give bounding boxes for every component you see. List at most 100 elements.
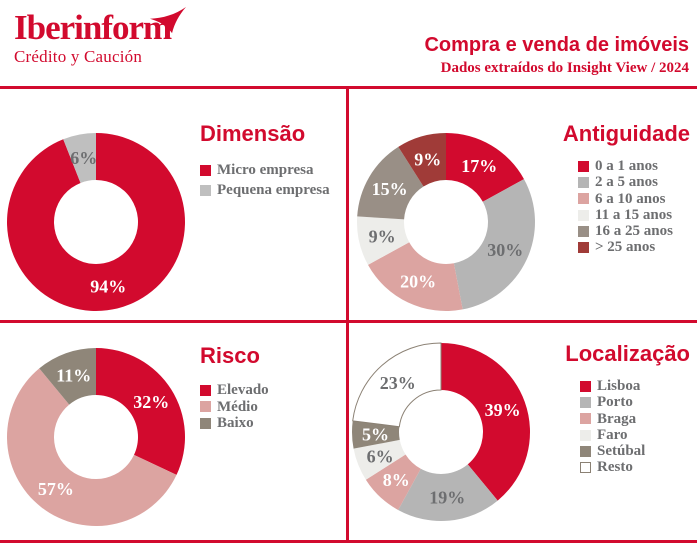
donut-slice-16-a-25-anos	[357, 146, 424, 220]
legend-label-0-a-1-anos: 0 a 1 anos	[595, 158, 658, 174]
legend-swatch-micro-empresa	[200, 164, 211, 176]
bird-icon	[150, 7, 186, 34]
donut-slice-0-a-1-anos	[446, 133, 524, 202]
legend-swatch-braga	[580, 413, 591, 425]
slice-value-label-faro: 6%	[367, 446, 394, 466]
legend-swatch-resto	[580, 462, 591, 474]
donut-chart-dimensao: 94% 6%	[7, 133, 186, 311]
legend-item-braga: Braga	[580, 411, 690, 427]
legend-swatch-25-anos	[578, 242, 589, 254]
legend-label-faro: Faro	[597, 426, 628, 443]
slice-value-label-6-a-10-anos: 20%	[400, 272, 436, 292]
donut-slice-pequena-empresa	[63, 133, 96, 183]
panel-localizacao: Localização Lisboa Porto Braga Faro Setúbal R…	[545, 342, 690, 476]
slice-value-label-2-a-5-anos: 30%	[487, 240, 523, 260]
slice-value-label-braga: 8%	[383, 470, 410, 490]
legend-swatch-set-bal	[580, 445, 591, 457]
legend-item-elevado: Elevado	[200, 382, 348, 399]
report-header: Compra e venda de imóveis Dados extraído…	[424, 34, 689, 77]
legend-label-lisboa: Lisboa	[597, 378, 641, 394]
slice-value-label-pequena-empresa: 6%	[70, 148, 97, 168]
report-subtitle: Dados extraídos do Insight View / 2024	[440, 60, 689, 76]
separator-bottom	[0, 540, 697, 543]
legend-label-m-dio: Médio	[217, 398, 258, 415]
donut-slice-m-dio	[7, 368, 177, 526]
legend-item-pequena-empresa: Pequena empresa	[200, 180, 348, 200]
donut-slice-faro	[353, 439, 406, 480]
slice-value-label-porto: 19%	[429, 488, 465, 508]
legend-item-set-bal: Setúbal	[580, 443, 690, 459]
legend-swatch-porto	[580, 396, 591, 408]
chart-title-localizacao: Localização	[565, 341, 690, 366]
donut-slice-lisboa	[441, 343, 531, 501]
legend-label-porto: Porto	[597, 394, 633, 411]
donut-slice-25-anos	[398, 133, 446, 187]
legend-label-25-anos: > 25 anos	[595, 239, 656, 256]
slice-value-label-set-bal: 5%	[362, 424, 389, 444]
legend-swatch-baixo	[200, 417, 211, 429]
logo-wordmark: Iberinform	[14, 8, 172, 47]
panel-risco: Risco Elevado Médio Baixo	[200, 344, 348, 432]
legend-item-resto: Resto	[580, 459, 690, 475]
legend-item-m-dio: Médio	[200, 399, 348, 416]
slice-value-label-0-a-1-anos: 17%	[461, 156, 497, 176]
legend-swatch-16-a-25-anos	[578, 225, 589, 237]
donut-chart-localizacao: 39% 19% 8% 6%5% 23%	[352, 342, 531, 522]
legend-label-baixo: Baixo	[217, 415, 254, 431]
panel-dimensao: Dimensão Micro empresa Pequena empresa	[200, 122, 348, 200]
slice-value-label-resto: 23%	[380, 373, 416, 393]
legend-label-11-a-15-anos: 11 a 15 anos	[595, 206, 673, 223]
logo-tagline: Crédito y Caución	[14, 47, 143, 66]
donut-slice-set-bal	[352, 420, 400, 449]
legend-label-6-a-10-anos: 6 a 10 anos	[595, 190, 666, 207]
legend-dimensao: Micro empresa Pequena empresa	[200, 160, 348, 200]
donut-slice-6-a-10-anos	[368, 242, 463, 311]
chart-title-antiguidade: Antiguidade	[562, 121, 690, 146]
legend-label-pequena-empresa: Pequena empresa	[217, 182, 330, 198]
slice-value-label-baixo: 11%	[56, 366, 91, 386]
slice-value-label-micro-empresa: 94%	[90, 277, 126, 297]
donut-slice-elevado	[96, 348, 185, 475]
slice-value-label-25-anos: 9%	[414, 149, 441, 169]
legend-label-micro-empresa: Micro empresa	[217, 162, 314, 178]
legend-item-micro-empresa: Micro empresa	[200, 160, 348, 180]
legend-label-2-a-5-anos: 2 a 5 anos	[595, 174, 658, 191]
legend-item-2-a-5-anos: 2 a 5 anos	[578, 174, 690, 190]
legend-item-porto: Porto	[580, 394, 690, 410]
panel-antiguidade: Antiguidade 0 a 1 anos 2 a 5 anos 6 a 10 a…	[548, 122, 690, 256]
legend-swatch-faro	[580, 429, 591, 441]
legend-swatch-0-a-1-anos	[578, 160, 589, 172]
chart-title-risco: Risco	[200, 343, 260, 368]
separator-vertical	[346, 89, 349, 540]
logo: Iberinform Crédito y Caución	[14, 8, 172, 67]
slice-value-label-16-a-25-anos: 15%	[372, 179, 408, 199]
legend-swatch-2-a-5-anos	[578, 176, 589, 188]
donut-slice-baixo	[39, 348, 96, 405]
legend-swatch-6-a-10-anos	[578, 193, 589, 205]
legend-localizacao: Lisboa Porto Braga Faro Setúbal Resto	[580, 378, 690, 476]
donut-slice-resto	[352, 342, 442, 428]
slice-value-label-elevado: 32%	[133, 392, 169, 412]
legend-label-resto: Resto	[597, 459, 633, 476]
legend-item-0-a-1-anos: 0 a 1 anos	[578, 158, 690, 174]
legend-risco: Elevado Médio Baixo	[200, 382, 348, 432]
chart-title-dimensao: Dimensão	[200, 121, 306, 146]
legend-label-16-a-25-anos: 16 a 25 anos	[595, 223, 673, 240]
legend-item-faro: Faro	[580, 427, 690, 443]
report-title: Compra e venda de imóveis	[424, 34, 689, 56]
legend-item-11-a-15-anos: 11 a 15 anos	[578, 207, 690, 223]
separator-top	[0, 86, 697, 89]
legend-swatch-elevado	[200, 384, 211, 396]
legend-antiguidade: 0 a 1 anos 2 a 5 anos 6 a 10 anos 11 a 15 a…	[578, 158, 690, 256]
legend-item-lisboa: Lisboa	[580, 378, 690, 394]
legend-item-baixo: Baixo	[200, 415, 348, 432]
legend-item-25-anos: > 25 anos	[578, 239, 690, 255]
legend-item-6-a-10-anos: 6 a 10 anos	[578, 191, 690, 207]
legend-item-16-a-25-anos: 16 a 25 anos	[578, 223, 690, 239]
legend-label-braga: Braga	[597, 410, 637, 427]
slice-value-label-lisboa: 39%	[485, 400, 521, 420]
legend-swatch-lisboa	[580, 380, 591, 392]
donut-slice-2-a-5-anos	[453, 179, 535, 310]
slice-value-label-m-dio: 57%	[38, 479, 74, 499]
donut-slice-braga	[365, 454, 421, 510]
